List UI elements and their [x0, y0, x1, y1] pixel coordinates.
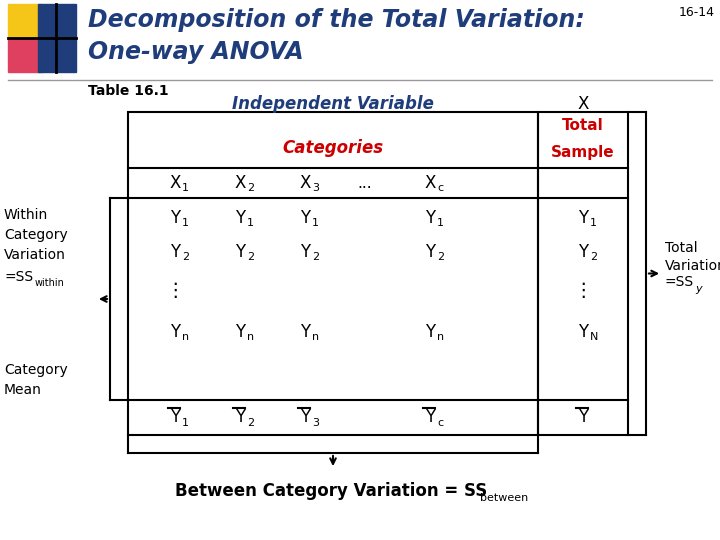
Text: n: n	[312, 332, 319, 342]
Text: Y: Y	[425, 408, 435, 427]
Text: Y: Y	[170, 323, 180, 341]
Text: N: N	[590, 332, 598, 342]
Text: Y: Y	[235, 243, 245, 261]
Text: X: X	[300, 174, 311, 192]
Text: Y: Y	[578, 408, 588, 427]
Text: Y: Y	[578, 209, 588, 227]
Bar	[538, 112, 628, 435]
Text: Variation: Variation	[665, 259, 720, 273]
Text: ⋮: ⋮	[573, 280, 593, 300]
Text: between: between	[480, 493, 528, 503]
Text: 2: 2	[590, 252, 597, 262]
Text: One-way ANOVA: One-way ANOVA	[88, 40, 304, 64]
Text: Y: Y	[300, 209, 310, 227]
Bar	[8, 38, 42, 72]
Text: Variation: Variation	[4, 248, 66, 262]
Text: Decomposition of the Total Variation:: Decomposition of the Total Variation:	[88, 8, 585, 32]
Text: 16-14: 16-14	[679, 6, 715, 19]
Text: Y: Y	[170, 243, 180, 261]
Text: 2: 2	[247, 417, 254, 428]
Text: n: n	[437, 332, 444, 342]
Text: 1: 1	[312, 218, 319, 228]
Text: Y: Y	[578, 323, 588, 341]
Text: 1: 1	[437, 218, 444, 228]
Text: Between Category Variation = SS: Between Category Variation = SS	[175, 482, 487, 500]
Text: Table 16.1: Table 16.1	[88, 84, 168, 98]
Text: c: c	[437, 183, 443, 193]
Text: Y: Y	[235, 323, 245, 341]
Text: c: c	[437, 417, 443, 428]
Text: Y: Y	[170, 209, 180, 227]
Text: Mean: Mean	[4, 383, 42, 397]
Text: 2: 2	[312, 252, 319, 262]
Text: ...: ...	[358, 176, 372, 191]
Text: Category: Category	[4, 228, 68, 242]
Text: Y: Y	[170, 408, 180, 427]
Text: y: y	[695, 284, 701, 294]
Text: X: X	[169, 174, 181, 192]
Text: Total: Total	[562, 118, 604, 132]
Text: ⋮: ⋮	[166, 280, 185, 300]
Text: n: n	[247, 332, 254, 342]
Text: =SS: =SS	[4, 270, 33, 284]
Text: 2: 2	[437, 252, 444, 262]
Text: n: n	[182, 332, 189, 342]
Text: 3: 3	[312, 417, 319, 428]
Text: within: within	[35, 278, 65, 288]
Text: X: X	[424, 174, 436, 192]
Text: Y: Y	[578, 243, 588, 261]
Text: Y: Y	[300, 243, 310, 261]
Bar	[8, 4, 42, 38]
Text: 1: 1	[182, 218, 189, 228]
Text: Within: Within	[4, 208, 48, 222]
Text: Y: Y	[235, 408, 245, 427]
Text: 1: 1	[247, 218, 254, 228]
Text: Y: Y	[235, 209, 245, 227]
Text: Y: Y	[300, 323, 310, 341]
Text: Y: Y	[425, 243, 435, 261]
Text: 2: 2	[247, 183, 254, 193]
Text: Categories: Categories	[282, 139, 384, 157]
Text: 1: 1	[182, 417, 189, 428]
Text: 1: 1	[182, 183, 189, 193]
Text: 2: 2	[247, 252, 254, 262]
Text: 1: 1	[590, 218, 597, 228]
Text: Category: Category	[4, 363, 68, 377]
Text: Sample: Sample	[552, 145, 615, 160]
Text: =SS: =SS	[665, 275, 694, 289]
Text: Y: Y	[425, 323, 435, 341]
Text: X: X	[577, 95, 589, 113]
Text: Y: Y	[300, 408, 310, 427]
Text: X: X	[234, 174, 246, 192]
Text: Y: Y	[425, 209, 435, 227]
Text: 3: 3	[312, 183, 319, 193]
Text: 2: 2	[182, 252, 189, 262]
Text: Total: Total	[665, 241, 698, 255]
Bar	[128, 112, 538, 435]
Bar	[38, 4, 76, 72]
Text: Independent Variable: Independent Variable	[232, 95, 434, 113]
